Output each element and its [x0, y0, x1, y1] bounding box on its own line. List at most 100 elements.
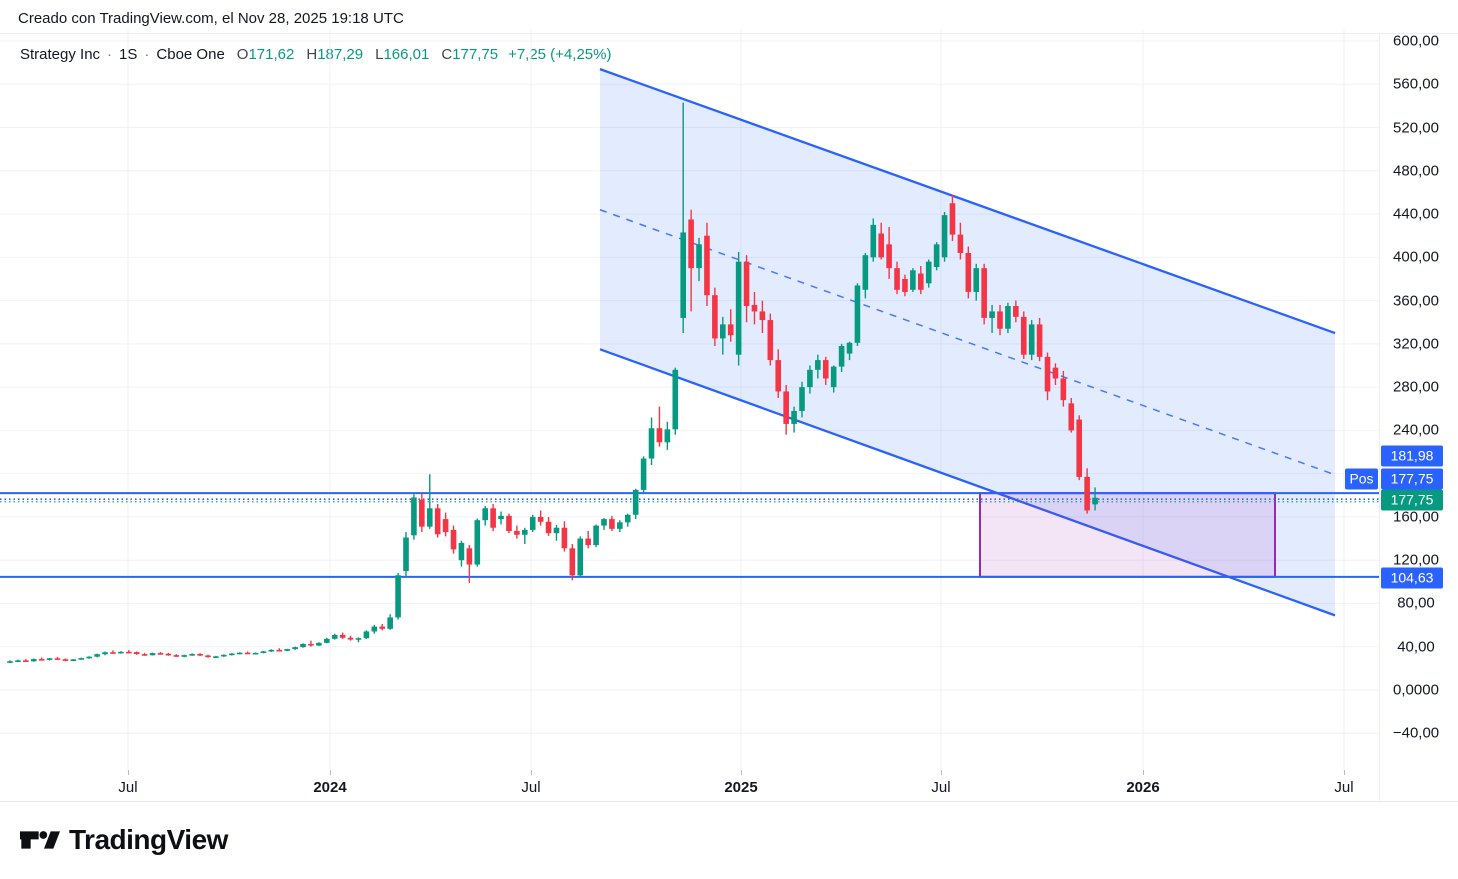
candle [807, 365, 813, 394]
candle [925, 259, 932, 288]
candle [221, 654, 227, 657]
candle [632, 488, 639, 520]
candle [252, 652, 259, 655]
candle [617, 520, 623, 533]
candle [197, 653, 203, 657]
close-value: 177,75 [452, 46, 499, 63]
candle [308, 640, 314, 647]
candle [830, 365, 837, 393]
symbol-title[interactable]: Strategy Inc [20, 46, 101, 63]
price-tag-hline-lower[interactable]: 104,63 [1381, 567, 1443, 589]
target-box[interactable] [979, 492, 1276, 578]
candle [276, 648, 283, 652]
candle [514, 525, 520, 539]
candle [1013, 300, 1019, 323]
candle [181, 654, 188, 658]
candle [664, 421, 671, 450]
channel-middle-line[interactable] [599, 209, 1336, 476]
tradingview-logo-icon [20, 831, 60, 849]
time-axis-label: Jul [118, 779, 138, 796]
candle [751, 291, 758, 325]
candle [981, 263, 987, 325]
candle [244, 651, 251, 655]
candle [815, 354, 821, 379]
candle [609, 515, 615, 531]
candle [878, 222, 884, 260]
open-label: O [236, 46, 249, 63]
candle [1060, 370, 1067, 407]
candle [838, 343, 845, 372]
candle [78, 657, 85, 660]
candle [870, 218, 877, 262]
candle [434, 503, 441, 538]
candle [268, 649, 275, 653]
exchange-label[interactable]: Cboe One [156, 46, 225, 63]
candle [347, 635, 354, 641]
candle [236, 652, 243, 655]
candle [696, 237, 702, 282]
symbol-legend[interactable]: Strategy Inc · 1S · Cboe One O171,62 H187,29 L1… [20, 46, 611, 63]
price-axis-label: 480,00 [1393, 162, 1439, 180]
price-axis-label: 400,00 [1393, 248, 1439, 266]
candle [989, 304, 995, 334]
candle [482, 506, 488, 526]
time-scale[interactable]: Jul 2024 Jul 2025 Jul 2026 Jul [0, 770, 1380, 802]
candle [720, 316, 726, 355]
candle [189, 653, 195, 656]
candle [260, 650, 267, 654]
candle [387, 614, 393, 630]
time-axis-label: Jul [931, 779, 951, 796]
pane-divider [0, 33, 1458, 34]
price-tag-position[interactable]: 177,75 [1381, 468, 1443, 490]
candle [23, 659, 29, 662]
price-axis-label: 440,00 [1393, 205, 1439, 223]
candle [522, 527, 528, 544]
time-axis-label: 2025 [724, 779, 758, 796]
candle [15, 659, 21, 662]
candle [854, 283, 861, 347]
candle [601, 518, 607, 530]
candle [973, 263, 980, 301]
candle [458, 540, 465, 567]
price-axis-label: 280,00 [1393, 378, 1439, 396]
time-axis-tick [1143, 770, 1144, 775]
price-scale[interactable]: 600,00 560,00 520,00 480,00 440,00 400,00 360,… [1345, 30, 1458, 770]
candle [1092, 487, 1098, 511]
candle [118, 651, 124, 654]
time-scale-border [0, 801, 1458, 802]
candle [7, 660, 13, 664]
candle [862, 253, 869, 299]
channel-upper-line[interactable] [599, 68, 1336, 335]
candle [371, 624, 378, 634]
price-axis-label: 80,00 [1397, 594, 1435, 612]
candle [545, 516, 552, 536]
candle [110, 650, 116, 654]
candle [957, 222, 964, 260]
candle [561, 521, 568, 552]
candle [403, 532, 409, 578]
candle [363, 630, 370, 640]
candle [1005, 302, 1011, 334]
candle [1020, 311, 1027, 360]
price-axis-label: 120,00 [1393, 551, 1439, 569]
close-label: C [441, 46, 453, 63]
channel-lower-line[interactable] [599, 348, 1336, 617]
price-axis-label: 40,00 [1397, 638, 1435, 656]
high-label: H [306, 46, 318, 63]
tradingview-logo-text: TradingView [69, 824, 228, 855]
price-tag-hline-upper[interactable]: 181,98 [1381, 445, 1443, 467]
candle [94, 653, 100, 658]
time-axis-tick [330, 770, 331, 775]
candle [395, 572, 401, 620]
candle [648, 417, 655, 466]
parallel-channel[interactable] [599, 68, 1336, 617]
price-tag-last[interactable]: 177,75 [1381, 489, 1443, 511]
low-value: 166,01 [383, 46, 430, 63]
tradingview-logo[interactable]: TradingView [20, 824, 228, 856]
candle [284, 648, 290, 652]
candle [759, 300, 766, 334]
position-tag[interactable]: Pos [1345, 468, 1378, 490]
candle [300, 643, 306, 648]
candle [228, 653, 235, 656]
